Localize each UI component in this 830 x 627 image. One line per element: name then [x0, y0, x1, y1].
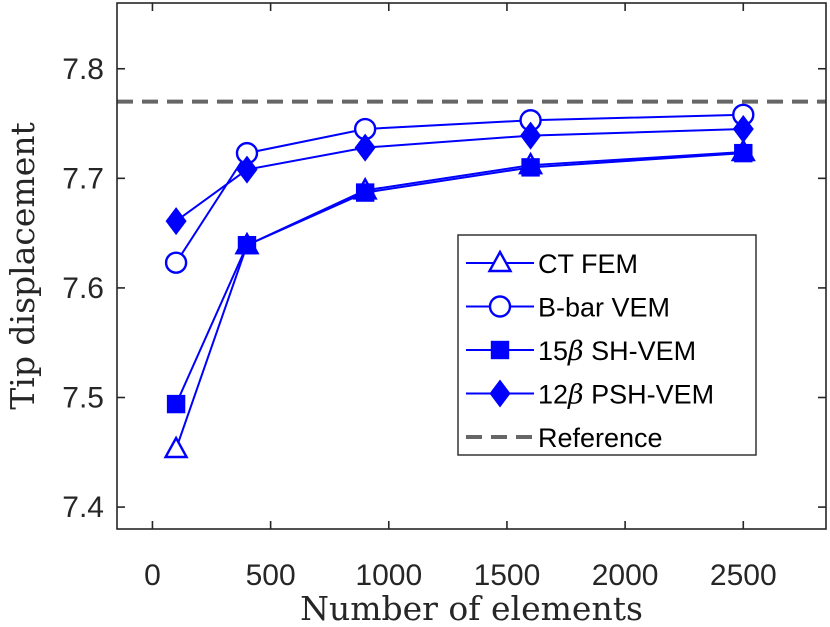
- legend-marker: [487, 249, 513, 273]
- legend-label: 12β PSH-VEM: [538, 380, 714, 411]
- data-point-2-0: [166, 394, 186, 414]
- data-point-0-0: [163, 435, 189, 459]
- y-tick-label: 7.8: [62, 53, 104, 86]
- x-tick-label: 1500: [474, 559, 541, 592]
- legend-label: Reference: [538, 423, 663, 453]
- axes-frame: [116, 2, 827, 530]
- data-point-2-2: [355, 183, 375, 202]
- legend-marker: [489, 379, 511, 408]
- y-tick-label: 7.5: [62, 382, 104, 415]
- legend-label-greek: β: [567, 336, 584, 367]
- y-tick-label: 7.6: [62, 272, 104, 305]
- legend-label-prefix: 15: [538, 336, 568, 366]
- legend-label-suffix: PSH-VEM: [584, 380, 715, 410]
- legend-item-4: Reference: [466, 423, 663, 453]
- data-point-3-0: [165, 207, 187, 236]
- data-point-3-1: [236, 155, 258, 184]
- legend-label: 15β SH-VEM: [538, 336, 696, 367]
- data-point-2-1: [237, 235, 257, 255]
- x-tick-label: 500: [246, 559, 296, 592]
- legend-label: CT FEM: [538, 249, 638, 279]
- plot-area: [117, 99, 826, 459]
- legend-label-greek: β: [567, 380, 584, 411]
- legend-marker: [490, 340, 510, 360]
- y-tick-label: 7.7: [62, 162, 104, 195]
- x-axis-label: Number of elements: [300, 589, 643, 627]
- x-tick-label: 2500: [710, 559, 777, 592]
- x-tick-label: 2000: [592, 559, 659, 592]
- legend-item-2: 15β SH-VEM: [466, 336, 696, 367]
- legend-label-suffix: SH-VEM: [584, 336, 697, 366]
- data-point-3-4: [732, 115, 754, 144]
- y-tick-label: 7.4: [62, 491, 104, 524]
- legend-item-3: 12β PSH-VEM: [466, 379, 714, 411]
- x-tick-label: 1000: [355, 559, 422, 592]
- legend-label-prefix: 12: [538, 380, 568, 410]
- data-point-3-3: [520, 121, 542, 150]
- data-point-2-3: [521, 158, 540, 177]
- legend-marker: [488, 295, 512, 318]
- legend-item-0: CT FEM: [466, 249, 638, 279]
- legend-label: B-bar VEM: [538, 293, 670, 323]
- legend-item-1: B-bar VEM: [466, 293, 670, 323]
- axes: 0 500 1000 1500 2000 2500 7.4 7.5 7.6 7.7 7.8 Numbe…: [3, 2, 827, 627]
- data-point-2-4: [734, 143, 753, 163]
- data-point-3-2: [354, 133, 376, 162]
- y-axis-label: Tip displacement: [3, 122, 42, 410]
- x-tick-label: 0: [144, 559, 161, 592]
- data-point-1-0: [164, 251, 188, 274]
